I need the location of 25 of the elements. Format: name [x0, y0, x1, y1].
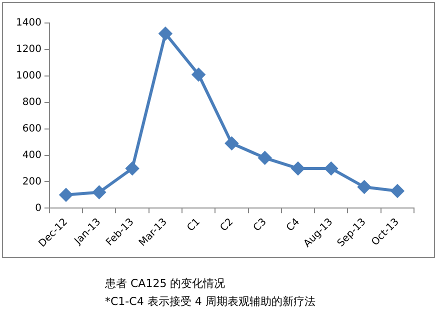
point [192, 68, 206, 82]
y-tick-label: 200 [22, 176, 42, 188]
y-tick-label: 600 [22, 123, 42, 134]
point [126, 162, 139, 175]
y-tick-label: 0 [35, 202, 42, 214]
point [358, 180, 371, 194]
text: 患者 CA125 的变化情况 [105, 276, 226, 292]
y-tick-label: 1400 [16, 18, 42, 29]
point [92, 186, 106, 199]
point [324, 162, 338, 175]
y-tick-label: 800 [22, 96, 42, 108]
point [390, 184, 404, 198]
point [258, 151, 272, 164]
point [60, 188, 73, 202]
y-tick-label: 400 [22, 150, 42, 161]
x-tick-label: C4 [284, 216, 302, 234]
y-tick-label: 1000 [16, 70, 42, 82]
point [158, 27, 172, 40]
x-tick-label: C2 [218, 216, 236, 234]
point [292, 162, 305, 175]
x-tick-label: C3 [252, 216, 269, 234]
point [225, 136, 238, 150]
text: *C1-C4 表示接受 4 周期表观辅助的新疗法 [105, 294, 316, 310]
x-tick-label: C1 [185, 216, 203, 234]
y-tick-label: 1200 [16, 44, 42, 56]
